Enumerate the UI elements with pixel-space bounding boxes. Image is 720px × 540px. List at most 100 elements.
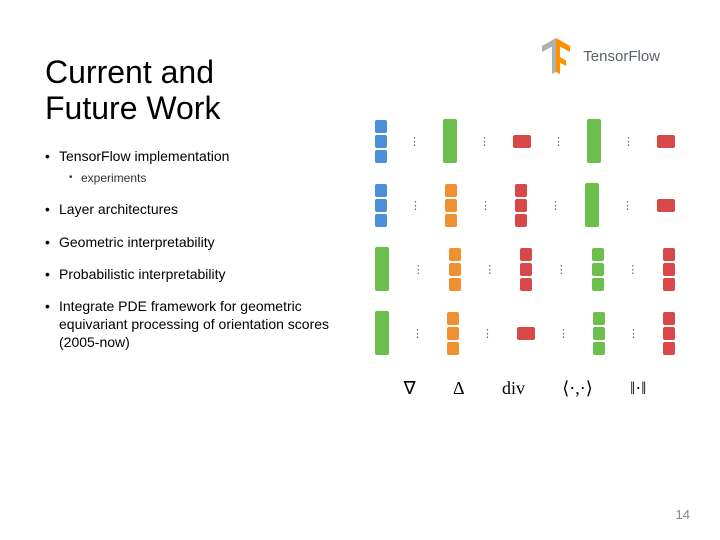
operator-divergence: div [502, 378, 525, 399]
diagram-block-group [592, 248, 604, 291]
diagram-block [515, 184, 527, 197]
diagram-block-group [443, 119, 457, 163]
diagram-block-group [663, 312, 675, 355]
operator-inner-product: ⟨·,·⟩ [562, 378, 593, 399]
logo-text: TensorFlow [583, 48, 660, 65]
diagram-block [593, 342, 605, 355]
diagram-block-group [375, 184, 387, 227]
bullet-item: Layer architectures [45, 200, 345, 218]
ellipsis-icon: ⋮ [623, 135, 635, 148]
diagram-block-group [375, 311, 389, 355]
diagram-block-group [585, 183, 599, 227]
ellipsis-icon: ⋮ [628, 327, 640, 340]
diagram-block-group [663, 248, 675, 291]
diagram-row: ⋮⋮⋮⋮ [375, 182, 675, 228]
diagram-block [445, 214, 457, 227]
diagram-row: ⋮ ⋮ ⋮ ⋮ [375, 118, 675, 164]
diagram-block-group [515, 184, 527, 227]
ellipsis-icon: ⋮ [409, 135, 421, 148]
diagram-block [592, 278, 604, 291]
diagram-block-group [593, 312, 605, 355]
bullet-item: Probabilistic interpretability [45, 265, 345, 283]
diagram-block [375, 199, 387, 212]
diagram-block [375, 311, 389, 355]
diagram-block [375, 135, 387, 148]
diagram-block [663, 263, 675, 276]
diagram-block [515, 214, 527, 227]
ellipsis-icon: ⋮ [484, 263, 496, 276]
diagram-block [585, 183, 599, 227]
diagram-block [520, 248, 532, 261]
tensorflow-logo: TensorFlow [535, 35, 660, 77]
diagram-block [445, 199, 457, 212]
bullet-item: Integrate PDE framework for geometric eq… [45, 297, 345, 352]
bullet-text: TensorFlow implementation [59, 148, 229, 164]
operator-norm: ‖·‖ [630, 378, 646, 399]
diagram-block-group [449, 248, 461, 291]
diagram-block [663, 312, 675, 325]
diagram-block [447, 342, 459, 355]
ellipsis-icon: ⋮ [558, 327, 570, 340]
diagram-block [593, 312, 605, 325]
ellipsis-icon: ⋮ [553, 135, 565, 148]
diagram-block [447, 312, 459, 325]
ellipsis-icon: ⋮ [556, 263, 568, 276]
diagram-block-group [445, 184, 457, 227]
slide: TensorFlow Current and Future Work Tenso… [0, 0, 720, 540]
bullet-item: TensorFlow implementation experiments [45, 147, 345, 187]
content-area: TensorFlow implementation experiments La… [45, 147, 675, 366]
ellipsis-icon: ⋮ [410, 199, 422, 212]
operator-gradient: ∇ [404, 378, 416, 399]
diagram-block [657, 135, 675, 148]
diagram-block [375, 120, 387, 133]
diagram-block [375, 150, 387, 163]
diagram-block [592, 248, 604, 261]
diagram-block-group [375, 247, 389, 291]
diagram-block-group [520, 248, 532, 291]
diagram-block [663, 342, 675, 355]
diagram-block-group [657, 199, 675, 212]
diagram-block [515, 199, 527, 212]
diagram-block [517, 327, 535, 340]
sub-bullet-item: experiments [59, 171, 345, 187]
diagram-block [375, 184, 387, 197]
diagram-block [449, 248, 461, 261]
bullet-item: Geometric interpretability [45, 233, 345, 251]
diagram-block [592, 263, 604, 276]
diagram-row: ⋮⋮⋮⋮ [375, 246, 675, 292]
diagram-block-group [657, 135, 675, 148]
diagram-block [375, 247, 389, 291]
diagram-block [657, 199, 675, 212]
diagram-block [375, 214, 387, 227]
diagram-block [443, 119, 457, 163]
diagram-block [445, 184, 457, 197]
tensorflow-icon [535, 35, 577, 77]
sub-bullet-list: experiments [59, 171, 345, 187]
diagram-block [520, 278, 532, 291]
ellipsis-icon: ⋮ [622, 199, 634, 212]
slide-title: Current and Future Work [45, 55, 305, 127]
ellipsis-icon: ⋮ [412, 327, 424, 340]
diagram-block [663, 248, 675, 261]
diagram-row: ⋮⋮⋮⋮ [375, 310, 675, 356]
diagram-block [520, 263, 532, 276]
ellipsis-icon: ⋮ [627, 263, 639, 276]
diagram-block [449, 278, 461, 291]
diagram-block-group [447, 312, 459, 355]
diagram-block-group [517, 327, 535, 340]
operators-row: ∇ Δ div ⟨·,·⟩ ‖·‖ [375, 378, 675, 399]
diagram-block [663, 278, 675, 291]
diagram-block [449, 263, 461, 276]
diagram-block [447, 327, 459, 340]
ellipsis-icon: ⋮ [550, 199, 562, 212]
page-number: 14 [676, 507, 690, 522]
diagram-block [593, 327, 605, 340]
diagram-block [587, 119, 601, 163]
diagram-block-group [513, 135, 531, 148]
operator-laplacian: Δ [453, 378, 465, 399]
bullet-list-area: TensorFlow implementation experiments La… [45, 147, 345, 366]
diagram-block-group [587, 119, 601, 163]
diagram-block-group [375, 120, 387, 163]
ellipsis-icon: ⋮ [479, 135, 491, 148]
layer-diagrams: ⋮⋮⋮⋮⋮⋮⋮⋮⋮⋮⋮⋮⋮⋮⋮⋮ [375, 118, 675, 356]
